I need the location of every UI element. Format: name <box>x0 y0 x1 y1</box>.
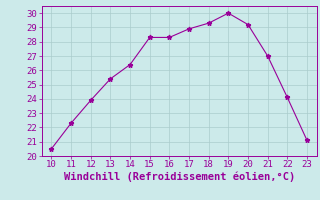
X-axis label: Windchill (Refroidissement éolien,°C): Windchill (Refroidissement éolien,°C) <box>64 172 295 182</box>
